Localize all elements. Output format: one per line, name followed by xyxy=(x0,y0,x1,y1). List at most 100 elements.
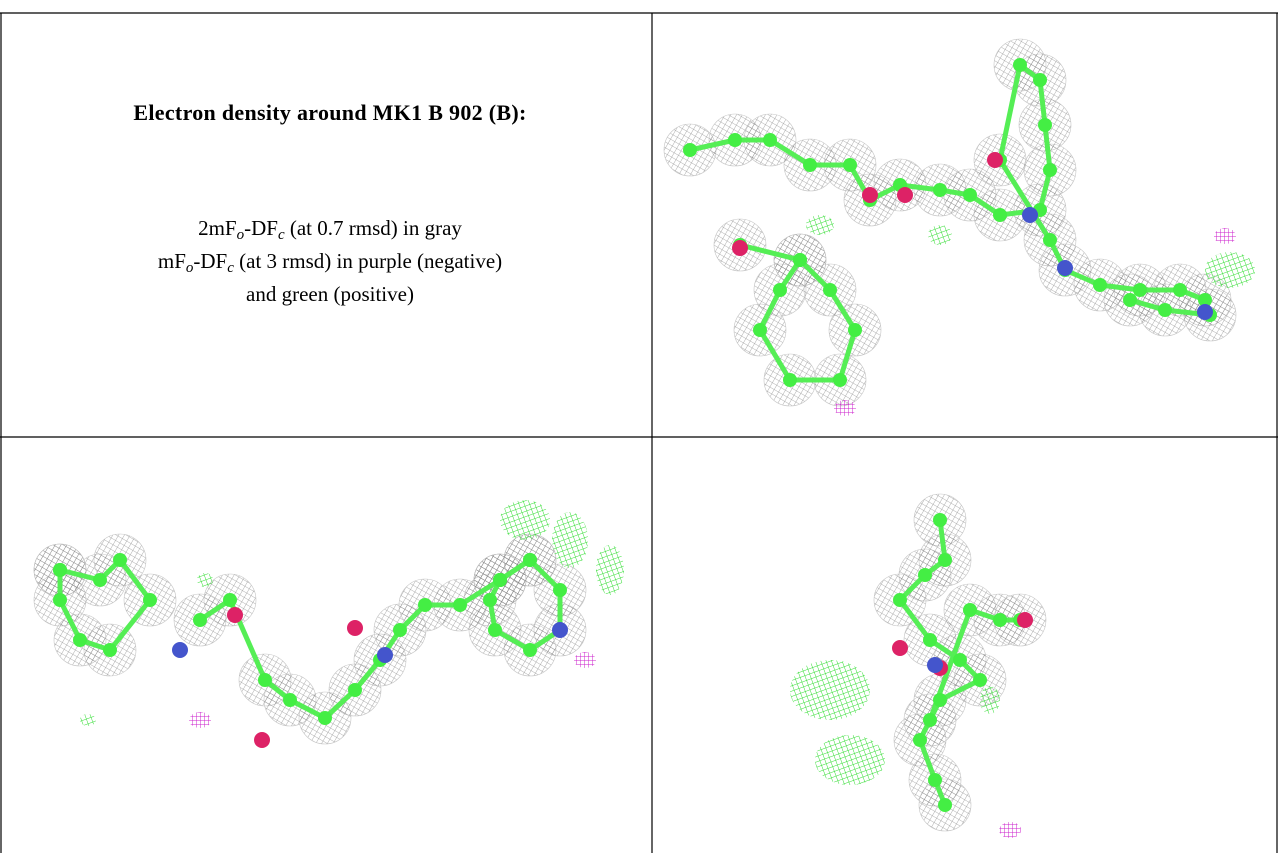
positive-density xyxy=(80,714,96,726)
atom xyxy=(923,633,937,647)
atom xyxy=(938,553,952,567)
nitrogen-atom xyxy=(552,622,568,638)
atom xyxy=(918,568,932,582)
atom xyxy=(953,653,967,667)
atom xyxy=(453,598,467,612)
positive-density xyxy=(596,545,624,595)
atom xyxy=(1043,233,1057,247)
atom xyxy=(928,773,942,787)
legend-text: 2mF xyxy=(198,216,237,240)
negative-density xyxy=(834,400,856,416)
table-borders xyxy=(0,12,1278,853)
atom xyxy=(753,323,767,337)
atom xyxy=(1038,118,1052,132)
subscript: c xyxy=(227,260,234,276)
positive-density xyxy=(815,735,885,785)
atom xyxy=(318,711,332,725)
positive-density xyxy=(928,225,952,245)
atom xyxy=(963,603,977,617)
bond xyxy=(198,557,532,721)
legend-text: (at 0.7 rmsd) in gray xyxy=(284,216,462,240)
atom xyxy=(683,143,697,157)
atom xyxy=(973,673,987,687)
positive-density xyxy=(980,686,1000,714)
atom xyxy=(793,253,807,267)
atom xyxy=(1033,73,1047,87)
atom xyxy=(523,643,537,657)
atom xyxy=(103,643,117,657)
atom xyxy=(493,573,507,587)
atom xyxy=(488,623,502,637)
oxygen-atom xyxy=(897,187,913,203)
negative-density xyxy=(999,822,1021,838)
legend-line: and green (positive) xyxy=(20,278,640,311)
atom xyxy=(283,693,297,707)
nitrogen-atom xyxy=(172,642,188,658)
atom xyxy=(963,188,977,202)
legend-text: mF xyxy=(157,249,186,273)
positive-density xyxy=(1205,252,1255,288)
atom xyxy=(933,693,947,707)
oxygen-atom xyxy=(254,732,270,748)
atom xyxy=(833,373,847,387)
atom xyxy=(393,623,407,637)
legend-text: -DF xyxy=(193,249,228,273)
atom xyxy=(933,513,947,527)
atom xyxy=(348,683,362,697)
atom xyxy=(923,713,937,727)
atom xyxy=(763,133,777,147)
atom xyxy=(993,613,1007,627)
negative-density xyxy=(189,712,211,728)
positive-density xyxy=(500,500,550,540)
subscript: c xyxy=(277,227,285,243)
atom xyxy=(1198,293,1212,307)
negative-density xyxy=(574,652,596,668)
positive-density xyxy=(552,512,588,568)
nitrogen-atom xyxy=(1197,304,1213,320)
atom xyxy=(783,373,797,387)
caption-legend: 2mFo-DFc (at 0.7 rmsd) in gray mFo-DFc (a… xyxy=(20,212,640,311)
atom xyxy=(803,158,817,172)
atom xyxy=(483,593,497,607)
atom xyxy=(823,283,837,297)
oxygen-atom xyxy=(987,152,1003,168)
density-renders xyxy=(33,38,1255,838)
atom xyxy=(893,593,907,607)
atom xyxy=(258,673,272,687)
atom xyxy=(933,183,947,197)
nitrogen-atom xyxy=(377,647,393,663)
atom xyxy=(1158,303,1172,317)
positive-density xyxy=(197,573,213,587)
nitrogen-atom xyxy=(927,657,943,673)
oxygen-atom xyxy=(892,640,908,656)
oxygen-atom xyxy=(732,240,748,256)
atom xyxy=(913,733,927,747)
atom xyxy=(1093,278,1107,292)
atom xyxy=(938,798,952,812)
legend-text: and green (positive) xyxy=(246,282,414,306)
atom xyxy=(993,208,1007,222)
nitrogen-atom xyxy=(1057,260,1073,276)
positive-density xyxy=(790,660,870,720)
nitrogen-atom xyxy=(1022,207,1038,223)
positive-density xyxy=(806,215,834,235)
oxygen-atom xyxy=(1017,612,1033,628)
legend-line: mFo-DFc (at 3 rmsd) in purple (negative) xyxy=(20,245,640,278)
atom xyxy=(553,583,567,597)
atom xyxy=(53,593,67,607)
atom xyxy=(223,593,237,607)
oxygen-atom xyxy=(862,187,878,203)
atom xyxy=(728,133,742,147)
legend-text: (at 3 rmsd) in purple (negative) xyxy=(233,249,503,273)
legend-text: -DF xyxy=(244,216,278,240)
subscript: o xyxy=(236,227,245,243)
oxygen-atom xyxy=(347,620,363,636)
atom xyxy=(1133,283,1147,297)
atom xyxy=(1013,58,1027,72)
atom xyxy=(773,283,787,297)
atom xyxy=(418,598,432,612)
legend-line: 2mFo-DFc (at 0.7 rmsd) in gray xyxy=(20,212,640,245)
atom xyxy=(113,553,127,567)
